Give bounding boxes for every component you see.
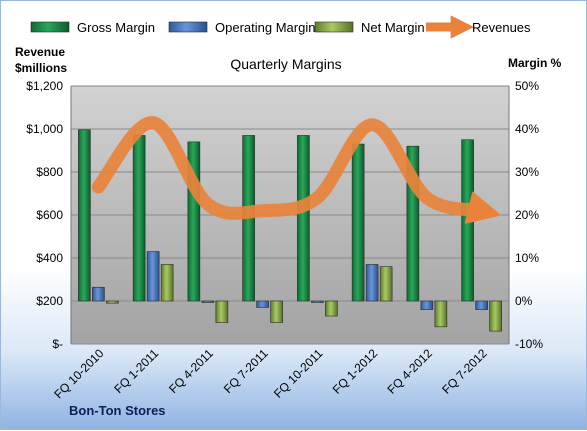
x-tick-label-fq-7-2012: FQ 7-2012 xyxy=(439,346,490,397)
bar-gross-margin-fq-10-2011 xyxy=(297,135,310,302)
bar-operating-margin-fq-10-2011 xyxy=(311,300,324,303)
bar-operating-margin-fq-4-2011 xyxy=(201,300,215,303)
left-axis-title-line-1: Revenue xyxy=(15,45,65,59)
x-tick-label-fq-10-2010: FQ 10-2010 xyxy=(51,346,106,401)
legend-swatch-gross-margin xyxy=(30,21,70,33)
right-axis-tick-label: 10% xyxy=(515,251,539,265)
left-axis-tick-label: $600 xyxy=(36,208,63,222)
bar-net-margin-fq-10-2010 xyxy=(106,300,119,304)
left-axis-tick-label: $1,200 xyxy=(26,79,63,93)
right-axis-title: Margin % xyxy=(508,56,562,70)
legend-swatch-net-margin xyxy=(314,21,354,33)
left-axis-tick-label: $200 xyxy=(36,294,63,308)
bar-operating-margin-fq-7-2011 xyxy=(256,300,269,308)
revenues-line xyxy=(91,116,502,225)
bar-net-margin-fq-7-2012 xyxy=(489,300,502,332)
bar-gross-margin-fq-1-2012 xyxy=(351,143,365,302)
x-axis-tick-labels: FQ 10-2010 FQ 1-2011 FQ 4-2011 FQ 7-2011 FQ … xyxy=(51,346,490,401)
bar-operating-margin-fq-10-2010 xyxy=(92,286,105,302)
legend-label-revenues: Revenues xyxy=(472,20,531,35)
left-axis-tick-label: $1,000 xyxy=(26,122,63,136)
x-tick-label-fq-7-2011: FQ 7-2011 xyxy=(221,346,271,396)
legend-label-net-margin: Net Margin xyxy=(361,20,425,35)
x-tick-label-fq-1-2012: FQ 1-2012 xyxy=(330,346,381,397)
bar-operating-margin-fq-7-2012 xyxy=(475,300,488,310)
left-axis-tick-label: $800 xyxy=(36,165,63,179)
left-axis-tick-label: $400 xyxy=(36,251,63,265)
company-name: Bon-Ton Stores xyxy=(69,403,166,418)
right-axis-ticks: -10% 0% 10% 20% 30% 40% 50% xyxy=(515,79,543,351)
bar-net-margin-fq-1-2012 xyxy=(379,266,393,302)
legend-label-operating-margin: Operating Margin xyxy=(215,20,315,35)
legend-swatch-operating-margin xyxy=(168,21,208,33)
bar-net-margin-fq-7-2011 xyxy=(270,300,283,323)
left-axis-ticks: $- $200 $400 $600 $800 $1,000 $1,200 xyxy=(26,79,63,351)
right-axis-tick-label: 40% xyxy=(515,122,539,136)
bar-net-margin-fq-1-2011 xyxy=(160,264,174,302)
bar-gross-margin-fq-10-2010 xyxy=(78,129,91,302)
bar-gross-margin-fq-7-2012 xyxy=(461,139,474,302)
bar-gross-margin-fq-1-2011 xyxy=(132,135,146,302)
x-tick-label-fq-1-2011: FQ 1-2011 xyxy=(111,346,161,396)
right-axis-tick-label: 0% xyxy=(515,294,533,308)
right-axis-tick-label: 20% xyxy=(515,208,539,222)
bar-net-margin-fq-4-2012 xyxy=(434,300,448,328)
x-tick-label-fq-4-2012: FQ 4-2012 xyxy=(385,346,436,397)
bar-net-margin-fq-10-2011 xyxy=(325,300,338,317)
bar-operating-margin-fq-1-2012 xyxy=(365,264,379,302)
legend-label-gross-margin: Gross Margin xyxy=(77,20,155,35)
bar-operating-margin-fq-4-2012 xyxy=(420,300,434,310)
bar-operating-margin-fq-1-2011 xyxy=(146,251,160,302)
left-axis-title-line-2: $millions xyxy=(15,61,67,75)
right-axis-tick-label: -10% xyxy=(515,337,543,351)
right-axis-tick-label: 30% xyxy=(515,165,539,179)
legend: Gross Margin Operating Margin Net Margin Re… xyxy=(30,15,531,39)
bar-net-margin-fq-4-2011 xyxy=(215,300,229,323)
right-axis-tick-label: 50% xyxy=(515,79,539,93)
x-tick-label-fq-10-2011: FQ 10-2011 xyxy=(271,346,326,401)
revenue-series xyxy=(91,116,502,225)
left-axis-tick-label: $- xyxy=(52,337,63,351)
chart-title: Quarterly Margins xyxy=(230,56,341,72)
x-tick-label-fq-4-2011: FQ 4-2011 xyxy=(166,346,216,396)
